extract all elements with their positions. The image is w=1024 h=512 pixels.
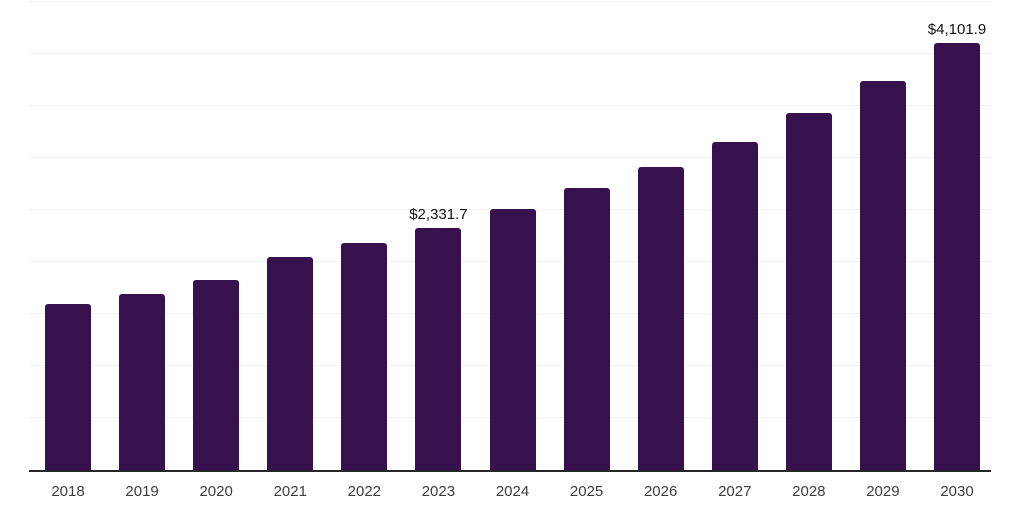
x-axis: 2018 2019 2020 2021 2022 2023 2024 2025 2026 2027… bbox=[29, 483, 991, 506]
gridline-3500 bbox=[29, 105, 991, 106]
x-tick-2025: 2025 bbox=[569, 483, 604, 500]
x-tick-2023: 2023 bbox=[421, 483, 456, 500]
bar-2029 bbox=[859, 81, 906, 470]
bar-2018 bbox=[45, 303, 91, 470]
gridline-3000 bbox=[29, 157, 991, 158]
x-tick-2019: 2019 bbox=[125, 483, 159, 500]
plot-area: $2,331.7 $4,101.9 bbox=[29, 1, 991, 472]
x-tick-2024: 2024 bbox=[495, 483, 530, 500]
x-tick-2027: 2027 bbox=[718, 483, 752, 500]
bar-2023 bbox=[415, 227, 462, 470]
bar-2030 bbox=[934, 43, 980, 470]
data-label-2030: $4,101.9 bbox=[927, 21, 987, 39]
bar-2025 bbox=[563, 188, 610, 470]
bar-2024 bbox=[489, 209, 536, 470]
gridline-4500 bbox=[29, 1, 991, 2]
x-tick-2028: 2028 bbox=[792, 483, 826, 500]
x-tick-2022: 2022 bbox=[347, 483, 382, 500]
bar-2022 bbox=[341, 242, 388, 470]
x-tick-2030: 2030 bbox=[940, 483, 974, 500]
x-tick-2020: 2020 bbox=[199, 483, 233, 500]
bar-2020 bbox=[193, 280, 240, 470]
bar-2028 bbox=[785, 113, 832, 470]
bar-2026 bbox=[637, 166, 684, 470]
bar-2019 bbox=[119, 293, 166, 470]
bar-2021 bbox=[267, 257, 314, 470]
data-label-2023: $2,331.7 bbox=[409, 205, 468, 223]
x-tick-2026: 2026 bbox=[643, 483, 678, 500]
gridline-4000 bbox=[29, 53, 991, 54]
x-tick-2021: 2021 bbox=[273, 483, 307, 500]
x-tick-2029: 2029 bbox=[866, 483, 900, 500]
x-tick-2018: 2018 bbox=[51, 483, 85, 500]
bar-2027 bbox=[711, 141, 758, 470]
